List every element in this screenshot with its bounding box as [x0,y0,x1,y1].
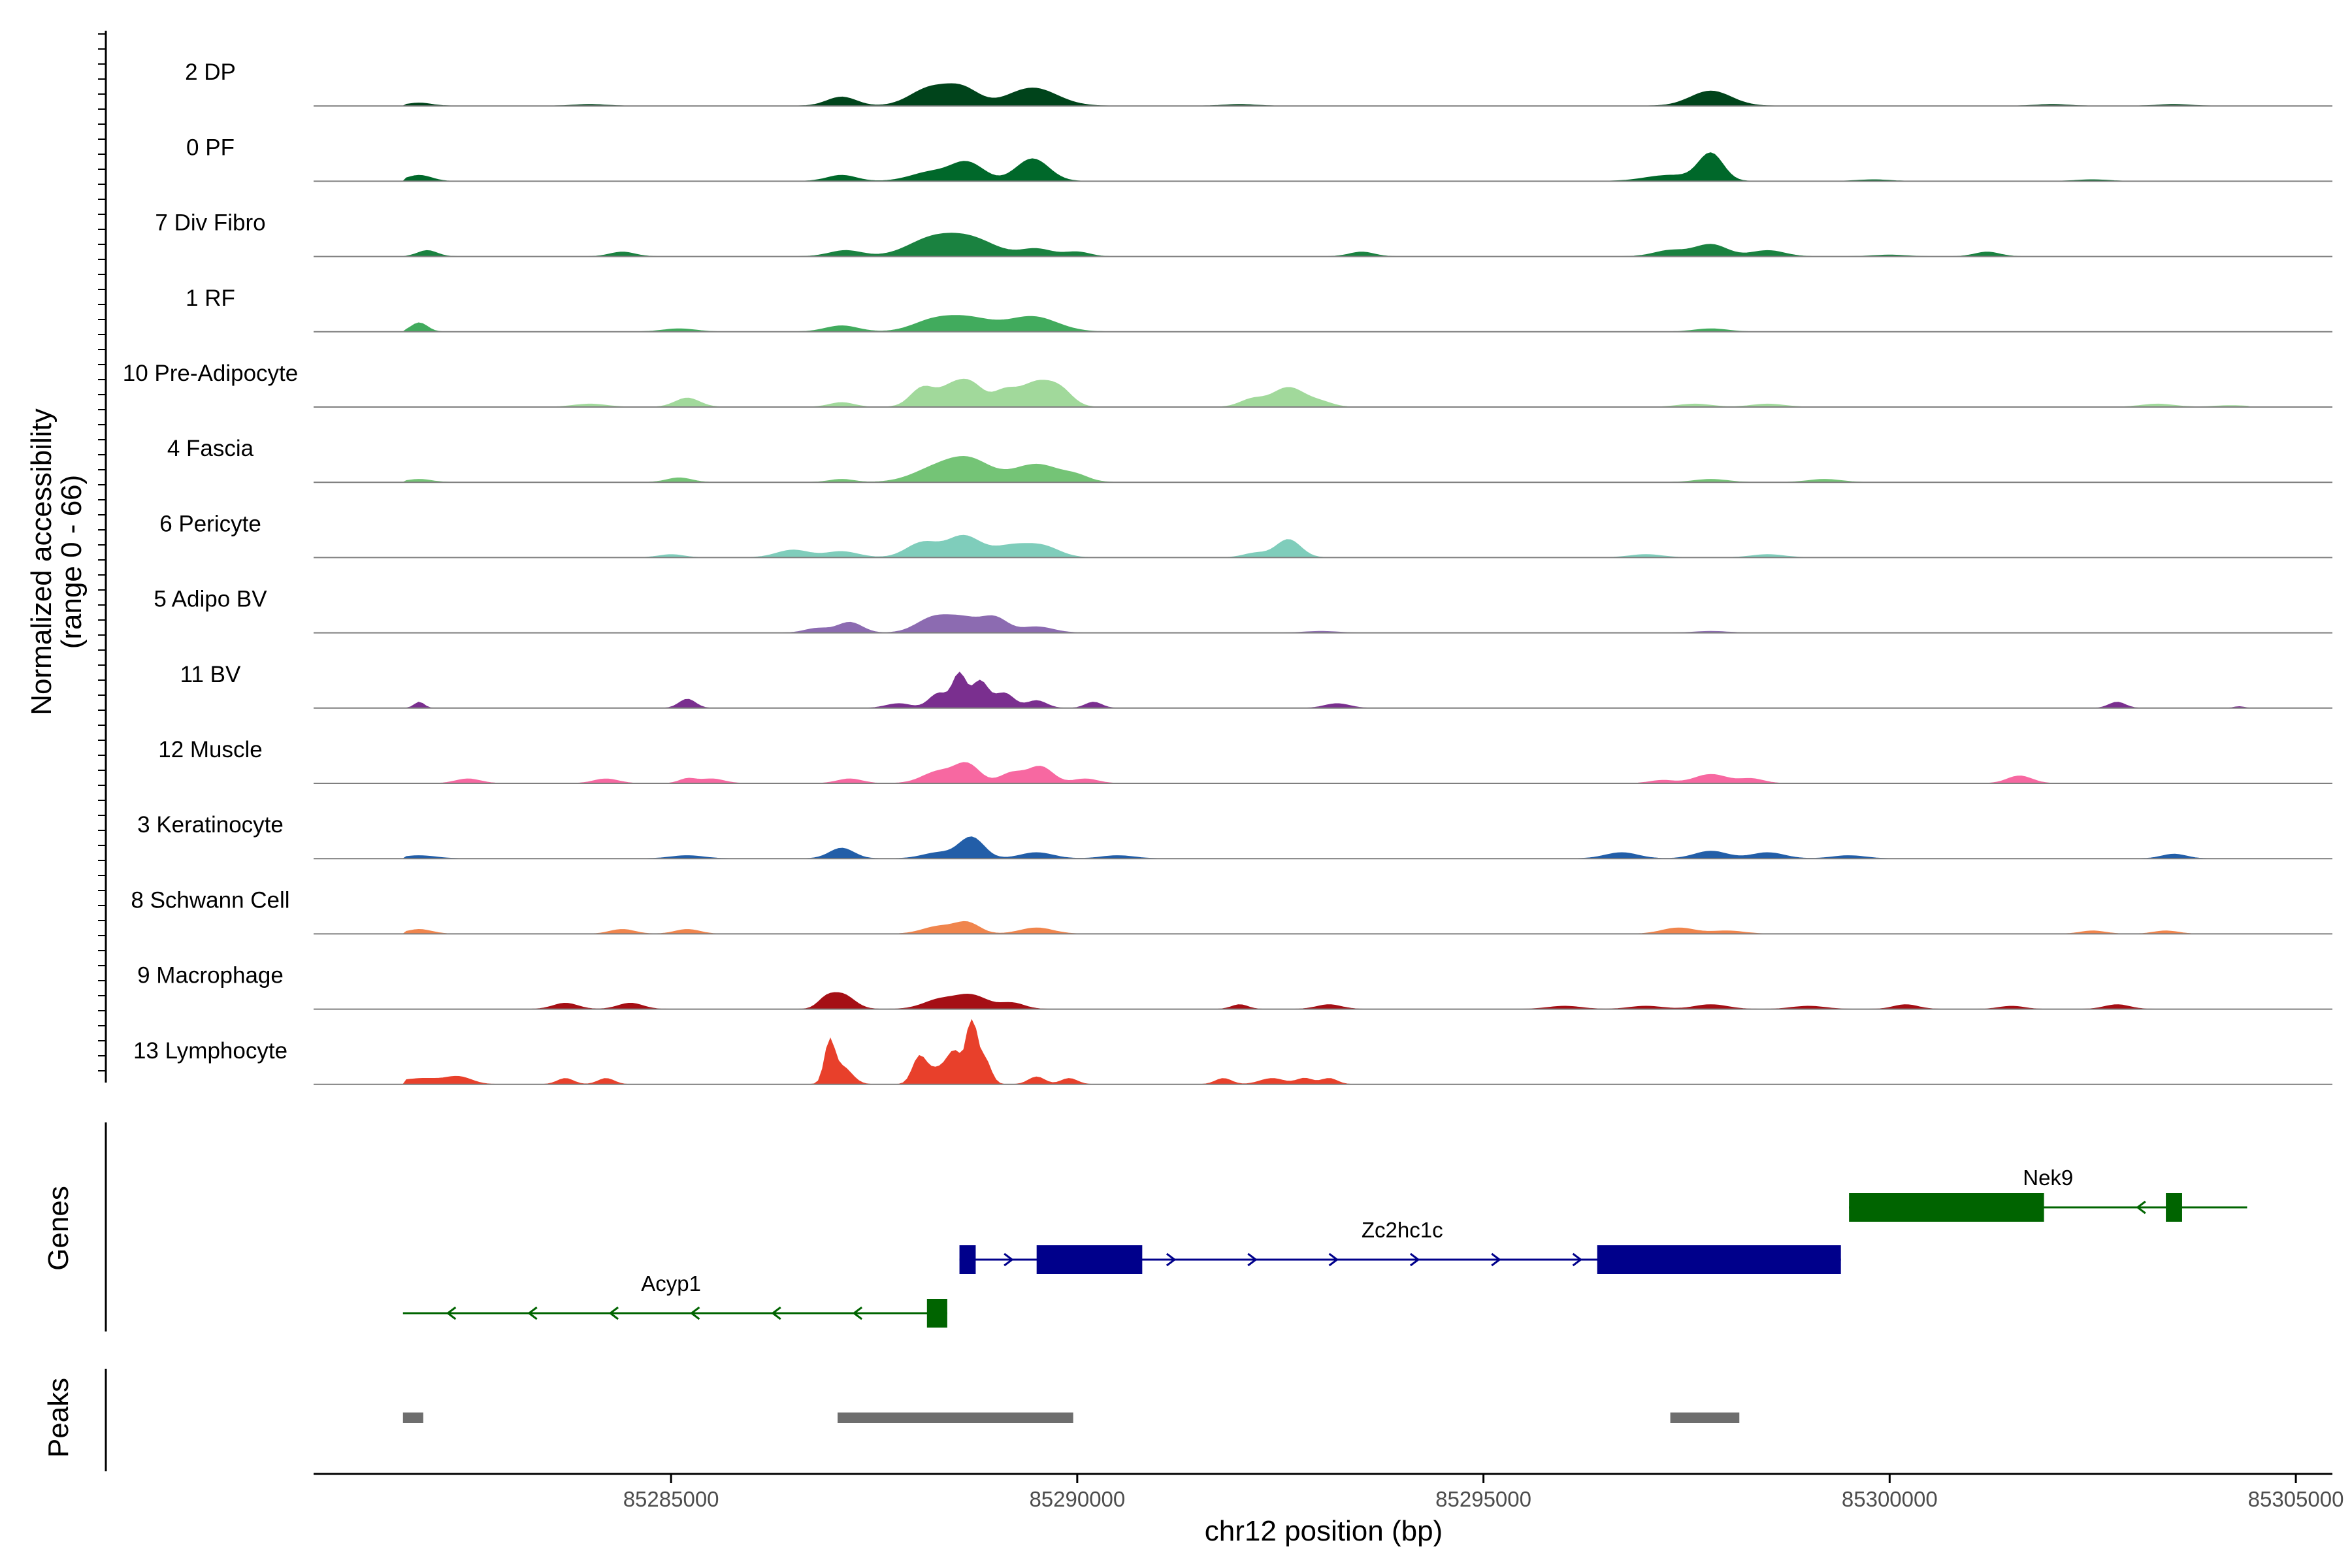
strand-arrow [2136,1200,2146,1215]
accessibility-tracks: 2 DP 0 PF 7 Div Fibro 1 RF 10 Pre-Adipocyte 4… [123,59,2332,1085]
gene-acyp1: Acyp1 [402,1271,947,1328]
track-label: 0 PF [186,135,235,160]
track-label: 12 Muscle [158,737,263,762]
x-axis-title: chr12 position (bp) [1205,1515,1443,1547]
x-axis-ticks: 85285000 85290000 85295000 85300000 85305000 [623,1474,2344,1511]
track-label: 13 Lymphocyte [133,1038,287,1064]
track-2: 7 Div Fibro [155,210,2332,257]
peak-region [838,1413,1073,1423]
coverage-area [402,455,2251,483]
strand-arrow [1572,1252,1583,1267]
gene-nek9: Nek9 [1849,1166,2247,1222]
coverage-area [402,378,2251,408]
gene-label: Zc2hc1c [1362,1218,1443,1242]
coverage-area [402,672,2251,709]
coverage-area [402,614,2251,634]
strand-arrow [1491,1252,1501,1267]
coverage-area [402,836,2251,859]
track-label: 6 Pericyte [159,511,261,536]
track-13: 13 Lymphocyte [133,1019,2332,1085]
strand-arrow [527,1306,538,1320]
strand-arrow [446,1306,457,1320]
exon [2166,1193,2182,1222]
track-8: 11 BV [180,662,2332,709]
coverage-area [402,992,2251,1010]
exon [1849,1193,2044,1222]
track-label: 3 Keratinocyte [137,812,284,838]
x-tick-label: 85285000 [623,1487,719,1511]
gene-annotation-track: Nek9 Zc2hc1c Acyp1 [402,1166,2247,1328]
track-label: 2 DP [185,59,236,85]
x-tick-label: 85305000 [2248,1487,2344,1511]
strand-arrow [1004,1252,1014,1267]
track-3: 1 RF [186,286,2332,333]
coverage-area [402,233,2251,257]
coverage-area [402,1019,2251,1085]
coverage-area [402,762,2251,784]
x-tick-label: 85290000 [1029,1487,1125,1511]
exon [1036,1245,1143,1274]
track-10: 3 Keratinocyte [137,812,2332,860]
track-6: 6 Pericyte [159,511,2332,559]
strand-arrow [1328,1252,1339,1267]
track-label: 11 BV [180,662,241,687]
y-axis-range-label: (range 0 - 66) [56,475,88,649]
track-label: 9 Macrophage [137,963,284,988]
track-label: 4 Fascia [167,436,254,461]
gene-label: Nek9 [2023,1166,2073,1190]
track-9: 12 Muscle [158,737,2332,784]
track-0: 2 DP [185,59,2332,107]
strand-arrow [771,1306,781,1320]
track-label: 10 Pre-Adipocyte [123,361,298,386]
peak-region [402,1413,423,1423]
gene-label: Acyp1 [641,1271,701,1296]
coverage-area [402,152,2251,182]
track-7: 5 Adipo BV [154,587,2332,634]
coverage-area [402,315,2251,333]
strand-arrow [1247,1252,1258,1267]
track-12: 9 Macrophage [137,963,2332,1010]
strand-arrow [608,1306,619,1320]
exon [1597,1245,1841,1274]
gene-zc2hc1c: Zc2hc1c [959,1218,1841,1274]
coverage-area [402,921,2251,934]
track-label: 7 Div Fibro [155,210,265,236]
exon [926,1299,947,1328]
y-axis-ticks [98,33,106,1071]
strand-arrow [852,1306,863,1320]
track-5: 4 Fascia [167,436,2332,483]
track-label: 5 Adipo BV [154,587,267,612]
coverage-area [402,83,2251,106]
track-1: 0 PF [186,135,2332,182]
peak-region [1670,1413,1740,1423]
x-tick-label: 85295000 [1435,1487,1531,1511]
peak-regions-track [402,1413,1740,1423]
track-4: 10 Pre-Adipocyte [123,361,2332,408]
strand-arrow [689,1306,700,1320]
coverage-area [402,534,2251,558]
track-11: 8 Schwann Cell [131,887,2332,935]
x-tick-label: 85300000 [1842,1487,1938,1511]
track-label: 8 Schwann Cell [131,887,289,913]
y-axis-title: Normalized accessibility [25,408,57,715]
strand-arrow [1409,1252,1420,1267]
strand-arrow [1166,1252,1177,1267]
genes-axis-title: Genes [42,1186,74,1271]
track-label: 1 RF [186,286,235,311]
exon [959,1245,976,1274]
peaks-axis-title: Peaks [42,1378,74,1458]
